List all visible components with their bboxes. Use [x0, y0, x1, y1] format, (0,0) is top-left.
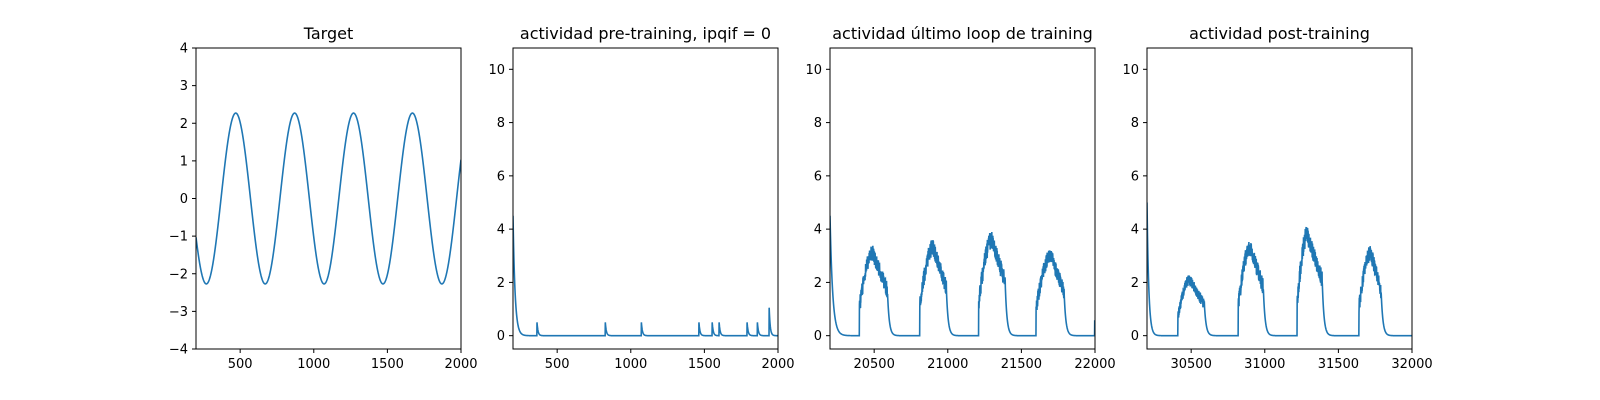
x-tick-label: 1000 [297, 357, 330, 372]
y-tick-label: 1 [180, 154, 188, 169]
y-tick-label: 3 [180, 79, 188, 94]
y-tick-label: −1 [169, 230, 188, 245]
x-tick-label: 30500 [1170, 357, 1211, 372]
y-tick-label: 2 [180, 117, 188, 132]
chart-title: actividad pre-training, ipqif = 0 [520, 24, 771, 43]
x-tick-label: 31000 [1244, 357, 1285, 372]
y-tick-label: 4 [814, 223, 822, 238]
y-tick-label: −4 [169, 343, 188, 358]
y-tick-label: 4 [180, 42, 188, 57]
y-tick-label: 10 [488, 63, 505, 78]
x-tick-label: 500 [228, 357, 253, 372]
y-tick-label: 2 [814, 276, 822, 291]
chart-panel-1: 500 1000 1500 2000 −4 −3 −2 −1 0 1 2 3 4 Target [169, 24, 478, 372]
y-tick-label: 2 [497, 276, 505, 291]
series-line [1147, 202, 1412, 337]
x-tick-label: 1000 [614, 357, 647, 372]
y-tick-label: 4 [497, 223, 505, 238]
x-tick-label: 500 [545, 357, 570, 372]
y-tick-label: 2 [1131, 276, 1139, 291]
y-tick-label: 0 [180, 192, 188, 207]
y-tick-label: 0 [1131, 329, 1139, 344]
x-tick-label: 1500 [371, 357, 404, 372]
x-tick-label: 21000 [927, 357, 968, 372]
chart-panel-4: 30500 31000 31500 32000 0 2 4 6 8 10 actividad pos… [1122, 24, 1432, 372]
y-tick-label: −2 [169, 267, 188, 282]
series-line [196, 112, 461, 285]
y-tick-label: 0 [814, 329, 822, 344]
chart-title: actividad último loop de training [832, 24, 1093, 43]
axes-frame [195, 47, 462, 350]
series-line [830, 215, 1095, 337]
series-line [513, 215, 778, 337]
axes-frame [1146, 47, 1413, 350]
axes-frame [829, 47, 1096, 350]
x-tick-label: 2000 [761, 357, 794, 372]
x-tick-label: 2000 [444, 357, 477, 372]
chart-title: actividad post-training [1189, 24, 1370, 43]
chart-title: Target [303, 24, 354, 43]
axes-frame [512, 47, 779, 350]
x-tick-label: 32000 [1391, 357, 1432, 372]
y-tick-label: 6 [1131, 169, 1139, 184]
y-tick-label: 8 [1131, 116, 1139, 131]
y-tick-label: 8 [814, 116, 822, 131]
x-tick-label: 1500 [688, 357, 721, 372]
y-tick-label: 10 [805, 63, 822, 78]
x-tick-label: 21500 [1001, 357, 1042, 372]
x-tick-label: 31500 [1318, 357, 1359, 372]
y-tick-label: 6 [814, 169, 822, 184]
chart-panel-2: 500 1000 1500 2000 0 2 4 6 8 10 actividad pre-trai… [488, 24, 794, 372]
y-tick-label: 8 [497, 116, 505, 131]
x-tick-label: 20500 [853, 357, 894, 372]
chart-panel-3: 20500 21000 21500 22000 0 2 4 6 8 10 actividad últ… [805, 24, 1115, 372]
y-tick-label: 4 [1131, 223, 1139, 238]
y-tick-label: −3 [169, 305, 188, 320]
x-tick-label: 22000 [1074, 357, 1115, 372]
y-tick-label: 0 [497, 329, 505, 344]
y-tick-label: 6 [497, 169, 505, 184]
y-tick-label: 10 [1122, 63, 1139, 78]
